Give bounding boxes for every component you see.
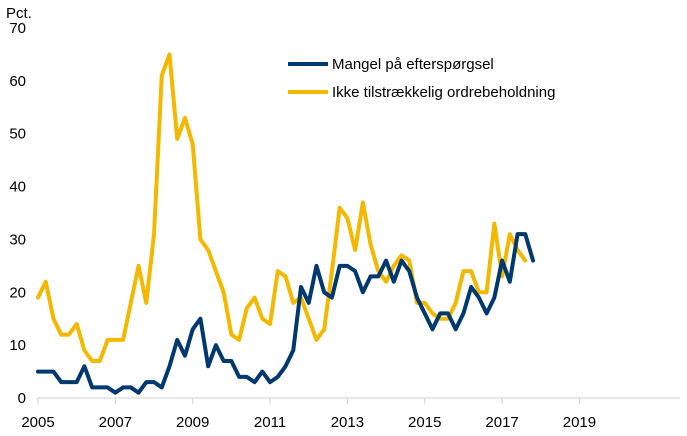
legend-label: Ikke tilstrækkelig ordrebeholdning [332,84,555,101]
series-line [36,232,536,395]
x-tick-label: 2013 [331,414,364,431]
y-axis-label: Pct. [6,5,32,22]
series-line [36,52,528,363]
y-tick-label: 50 [9,126,26,143]
legend: Mangel på efterspørgsel Ikke tilstrækkeli… [288,56,555,101]
x-tick-label: 2019 [563,414,596,431]
y-tick-label: 40 [9,179,26,196]
y-axis: 0 10 20 30 40 50 60 70 [9,20,26,407]
y-tick-label: 30 [9,231,26,248]
x-tick-label: 2009 [176,414,209,431]
legend-label: Mangel på efterspørgsel [332,56,494,73]
series-layer [36,52,536,395]
y-tick-label: 60 [9,73,26,90]
y-tick-label: 0 [18,390,26,407]
x-tick-label: 2007 [99,414,132,431]
y-tick-label: 20 [9,284,26,301]
x-tick-label: 2005 [21,414,54,431]
x-tick-label: 2017 [485,414,518,431]
x-tick-label: 2011 [254,414,286,431]
y-tick-label: 10 [9,337,26,354]
x-axis: 2005 2007 2009 2011 2013 2015 2017 2019 [21,398,596,431]
y-tick-label: 70 [9,20,26,37]
x-tick-label: 2015 [408,414,441,431]
